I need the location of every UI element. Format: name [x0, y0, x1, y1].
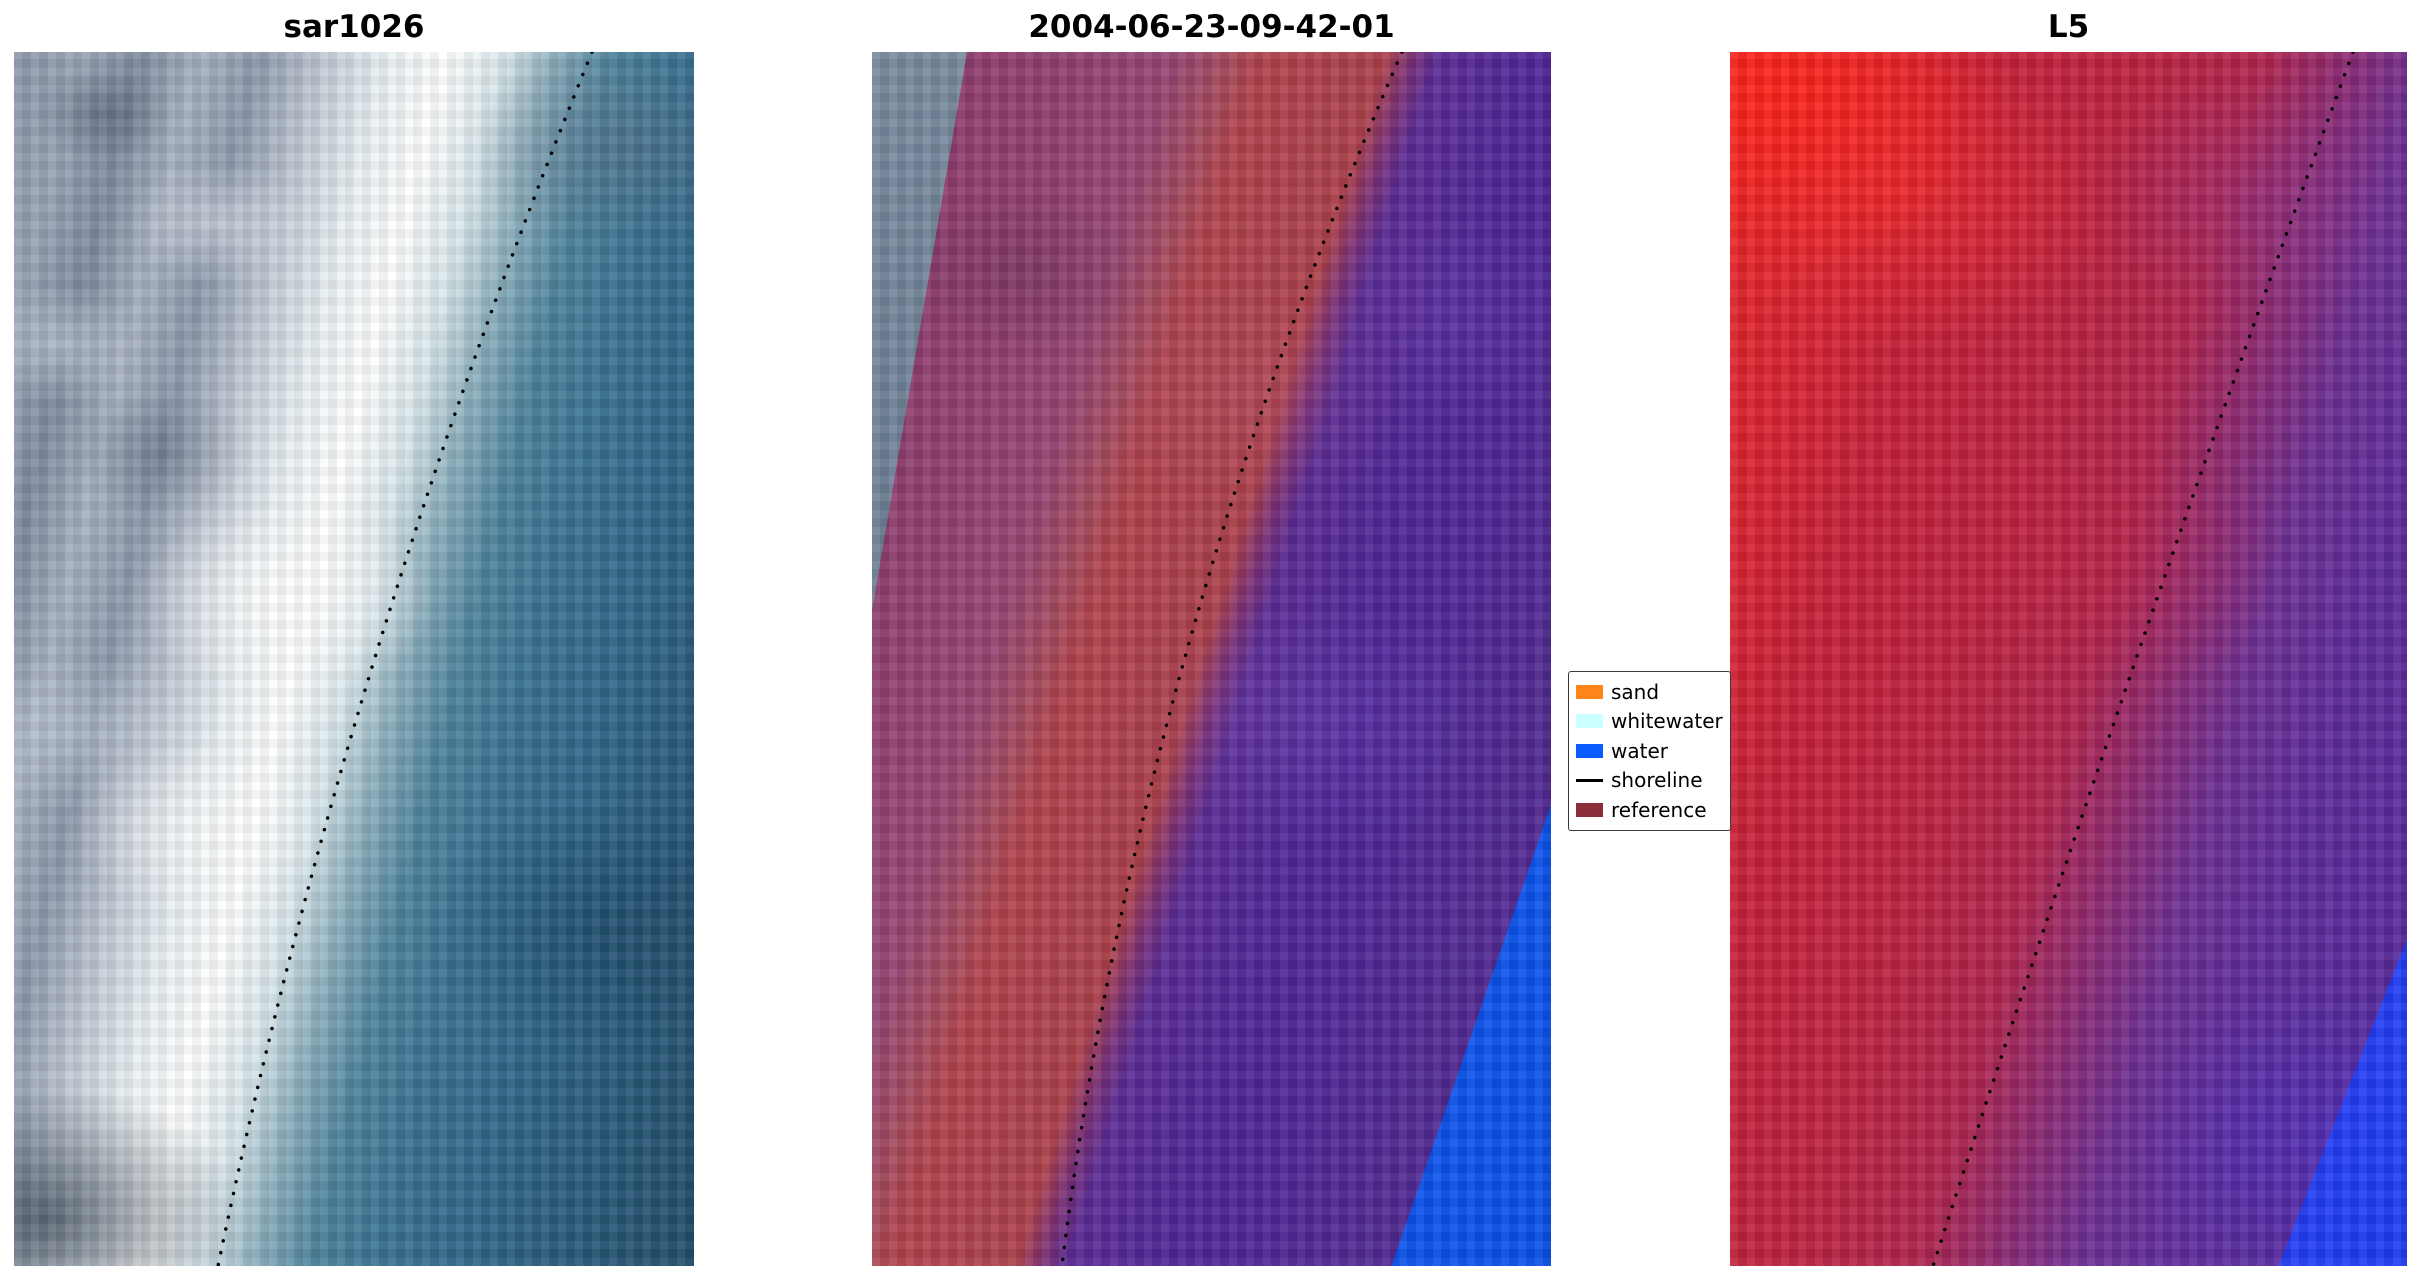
legend-item-sand: sand	[1576, 677, 1730, 707]
legend-label-reference: reference	[1611, 797, 1707, 822]
shoreline-path	[1060, 52, 1404, 1266]
legend-item-reference: reference	[1576, 795, 1730, 825]
panel-l5-image	[1730, 52, 2407, 1266]
shoreline-dotted-line	[1931, 52, 2355, 1266]
legend-label-shoreline: shoreline	[1611, 768, 1703, 793]
legend-swatch-shoreline-line	[1576, 779, 1603, 782]
legend: sand whitewater water shoreline referenc…	[1568, 671, 1731, 831]
legend-item-whitewater: whitewater	[1576, 707, 1730, 737]
shoreline-path	[1931, 52, 2355, 1266]
legend-item-water: water	[1576, 736, 1730, 766]
legend-swatch-whitewater	[1576, 714, 1603, 729]
panel-title-date: 2004-06-23-09-42-01	[1028, 9, 1395, 45]
panel-title-sar1026: sar1026	[283, 9, 425, 45]
shoreline-path	[216, 52, 594, 1266]
legend-item-shoreline: shoreline	[1576, 766, 1730, 796]
legend-label-water: water	[1611, 738, 1668, 763]
legend-label-sand: sand	[1611, 679, 1660, 704]
shoreline-dotted-line	[1060, 52, 1404, 1266]
shoreline-dotted-line	[216, 52, 594, 1266]
panel-classified-image	[872, 52, 1551, 1266]
panel-title-l5: L5	[2047, 9, 2090, 45]
legend-swatch-water	[1576, 743, 1603, 758]
panel-sar1026-image	[14, 52, 694, 1266]
legend-swatch-reference	[1576, 802, 1603, 817]
legend-swatch-sand	[1576, 684, 1603, 699]
legend-label-whitewater: whitewater	[1611, 709, 1723, 734]
